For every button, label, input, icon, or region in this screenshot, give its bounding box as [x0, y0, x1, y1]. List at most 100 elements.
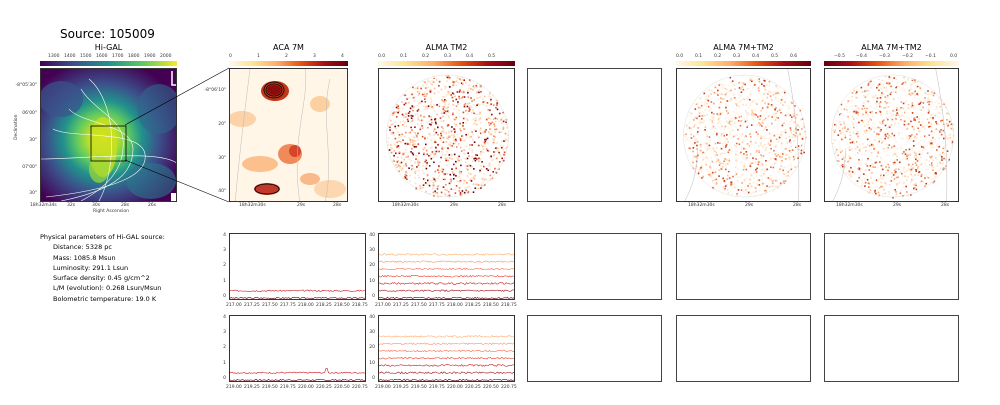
noise-pixel: [780, 168, 783, 171]
noise-pixel: [450, 134, 453, 137]
noise-pixel: [952, 127, 955, 130]
noise-pixel: [495, 148, 498, 151]
noise-pixel: [894, 172, 896, 174]
noise-pixel: [731, 150, 733, 153]
noise-pixel: [482, 131, 485, 134]
noise-pixel: [407, 120, 409, 123]
noise-pixel: [471, 139, 474, 141]
noise-pixel: [775, 155, 778, 157]
noise-pixel: [462, 149, 464, 152]
noise-pixel: [694, 155, 696, 158]
noise-pixel: [880, 113, 882, 116]
noise-pixel: [472, 160, 474, 162]
noise-pixel: [911, 92, 914, 95]
noise-pixel: [432, 177, 435, 179]
noise-pixel: [702, 151, 704, 154]
noise-pixel: [426, 137, 429, 139]
noise-pixel: [440, 120, 443, 122]
noise-pixel: [442, 137, 445, 139]
noise-pixel: [760, 137, 762, 140]
noise-pixel: [758, 179, 761, 182]
noise-pixel: [803, 123, 805, 125]
noise-pixel: [894, 189, 896, 191]
noise-pixel: [882, 93, 885, 95]
noise-pixel: [455, 117, 458, 120]
noise-pixel: [945, 122, 947, 125]
noise-pixel: [782, 122, 785, 124]
noise-pixel: [859, 136, 862, 139]
noise-pixel: [885, 177, 887, 179]
noise-pixel: [495, 142, 498, 144]
noise-pixel: [743, 166, 745, 169]
noise-pixel: [396, 161, 399, 163]
noise-pixel: [775, 112, 777, 115]
noise-pixel: [925, 164, 927, 167]
noise-pixel: [720, 112, 722, 114]
noise-pixel: [929, 177, 932, 180]
noise-pixel: [759, 144, 762, 146]
noise-pixel: [718, 161, 721, 164]
noise-pixel: [428, 115, 430, 118]
noise-pixel: [875, 192, 877, 195]
noise-pixel: [735, 171, 737, 173]
noise-pixel: [938, 169, 941, 172]
noise-pixel: [914, 144, 916, 146]
noise-pixel: [849, 138, 851, 141]
noise-pixel: [746, 117, 748, 120]
noise-pixel: [858, 110, 860, 113]
noise-pixel: [430, 157, 433, 160]
noise-pixel: [916, 160, 919, 162]
noise-pixel: [505, 138, 508, 140]
noise-pixel: [746, 157, 748, 159]
noise-pixel: [465, 109, 467, 112]
noise-pixel: [723, 152, 726, 155]
noise-pixel: [918, 158, 920, 160]
noise-pixel: [879, 91, 882, 94]
noise-pixel: [846, 167, 849, 169]
noise-pixel: [451, 80, 454, 82]
noise-pixel: [876, 155, 878, 158]
noise-pixel: [455, 124, 458, 126]
noise-pixel: [928, 110, 930, 113]
noise-pixel: [490, 155, 492, 158]
noise-pixel: [691, 126, 694, 128]
noise-pixel: [889, 97, 891, 100]
noise-pixel: [902, 122, 905, 124]
noise-pixel: [749, 93, 752, 95]
noise-pixel: [737, 194, 739, 196]
noise-pixel: [745, 135, 747, 137]
noise-pixel: [906, 128, 909, 130]
noise-pixel: [455, 160, 457, 163]
7mtm2-cbar-tick: 0.3: [733, 54, 741, 59]
noise-pixel: [767, 186, 769, 188]
noise-pixel: [719, 120, 721, 123]
noise-pixel: [707, 174, 709, 177]
noise-pixel: [773, 134, 776, 137]
noise-pixel: [731, 129, 734, 132]
noise-pixel: [742, 126, 744, 129]
noise-pixel: [920, 139, 922, 142]
noise-pixel: [873, 96, 876, 98]
field-boundary: [386, 74, 509, 198]
noise-pixel: [475, 123, 478, 126]
noise-pixel: [766, 177, 768, 180]
noise-pixel: [774, 98, 777, 100]
noise-pixel: [867, 124, 869, 127]
noise-pixel: [413, 146, 416, 148]
noise-pixel: [888, 166, 890, 169]
noise-pixel: [860, 91, 862, 94]
noise-pixel: [750, 140, 752, 143]
noise-pixel: [464, 139, 466, 141]
noise-pixel: [392, 131, 394, 133]
noise-pixel: [405, 131, 407, 134]
noise-pixel: [483, 145, 486, 148]
noise-pixel: [759, 115, 762, 117]
noise-pixel: [758, 78, 760, 81]
noise-pixel: [872, 143, 874, 146]
noise-pixel: [471, 151, 474, 153]
noise-pixel: [862, 183, 864, 186]
noise-pixel: [414, 172, 417, 175]
noise-pixel: [433, 128, 436, 130]
noise-pixel: [714, 151, 716, 154]
noise-pixel: [851, 92, 854, 94]
